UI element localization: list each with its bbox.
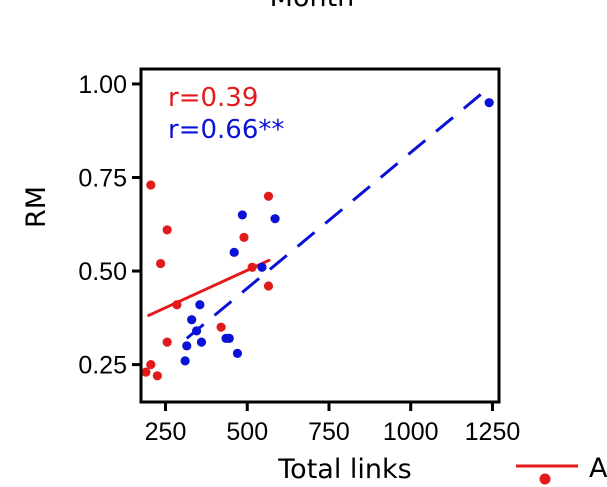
legend: A (516, 453, 607, 485)
correlation-label: r=0.39 (168, 83, 258, 113)
series-2-point (237, 210, 247, 220)
series-2-point (484, 98, 494, 108)
series-2-point (180, 356, 190, 366)
y-axis-title: RM (21, 186, 52, 228)
correlation-label: r=0.66** (168, 115, 284, 145)
y-tick-label: 0.25 (78, 352, 127, 380)
series-a-point (146, 180, 156, 190)
series-a-point (141, 367, 151, 377)
series-a-point (239, 232, 249, 242)
series-2-point (232, 348, 243, 358)
series-a-point (156, 258, 166, 269)
x-tick-label: 1000 (383, 418, 439, 446)
plot-frame (139, 67, 501, 404)
series-a-point (247, 262, 257, 272)
series-a-point (162, 225, 172, 235)
series-a-point (172, 300, 182, 310)
correlation-annotations: r=0.39r=0.66** (168, 83, 284, 145)
series-a-point (263, 191, 274, 201)
x-tick-label: 750 (308, 418, 350, 446)
legend-marker (539, 473, 551, 485)
series-a-point (146, 359, 156, 370)
x-tick-label: 250 (145, 418, 187, 446)
series-a-point (152, 371, 162, 381)
series-2-point (229, 247, 239, 257)
series-2-point (187, 315, 197, 325)
axes: 250 500 750 1000 1250 0.25 0.50 0.75 1.00 (78, 71, 520, 446)
series-2-point (224, 333, 234, 343)
series-2-point (196, 337, 207, 347)
plot-marks (141, 90, 494, 381)
series-2-fit-line (185, 90, 486, 340)
y-tick-label: 0.50 (78, 258, 127, 286)
x-tick-label: 1250 (465, 418, 521, 446)
chart-title: Month (270, 0, 355, 13)
series-2-point (270, 214, 280, 224)
series-2-point (191, 326, 202, 336)
series-a-point (216, 322, 226, 332)
series-2-point (257, 262, 267, 272)
series-a-point (162, 337, 172, 347)
x-tick-label: 500 (226, 418, 268, 446)
x-axis-title: Total links (277, 454, 411, 485)
y-tick-label: 1.00 (78, 71, 127, 99)
y-tick-label: 0.75 (78, 165, 127, 193)
legend-label: A (589, 453, 607, 484)
series-a-point (263, 281, 274, 291)
series-2-point (195, 300, 205, 310)
series-2-point (182, 341, 192, 351)
